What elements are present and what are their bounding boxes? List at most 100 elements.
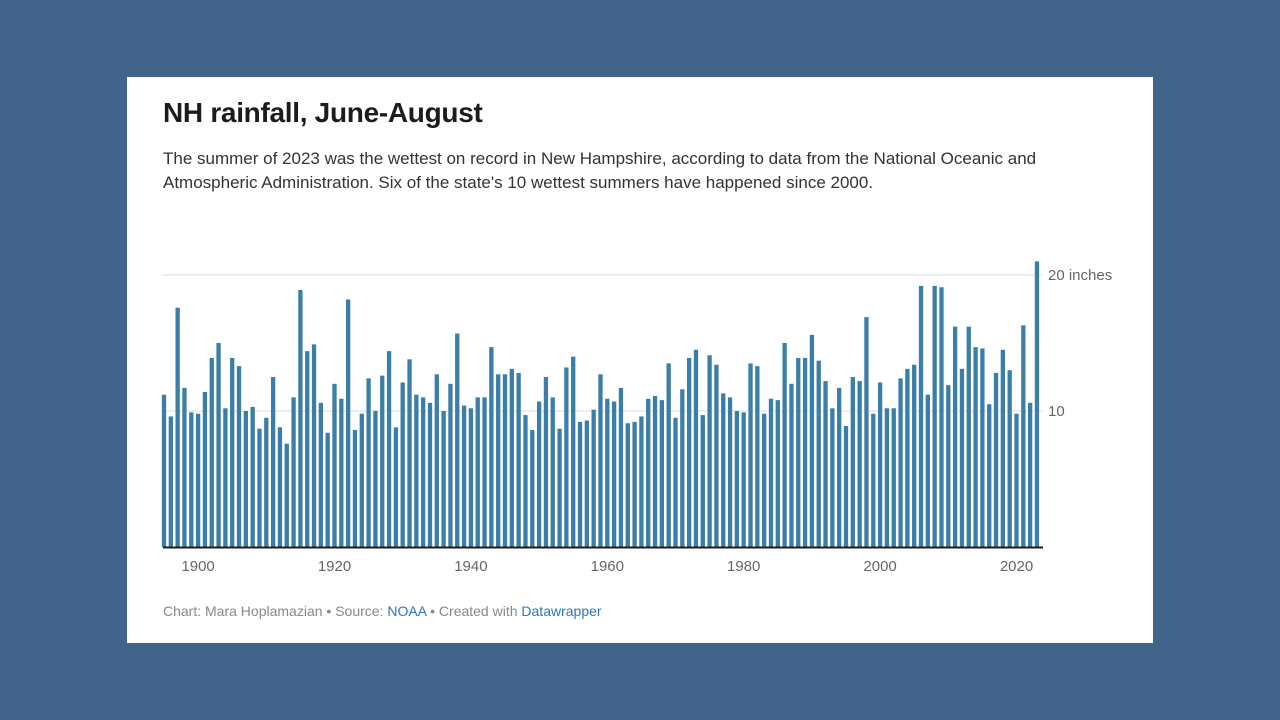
bar-1931[interactable] [407,359,412,547]
bar-2001[interactable] [884,408,890,547]
bar-1907[interactable] [243,411,248,547]
bar-2013[interactable] [966,326,971,547]
bar-1999[interactable] [871,413,876,547]
bar-1943[interactable] [489,347,494,547]
bar-2000[interactable] [877,382,883,547]
bar-1944[interactable] [496,374,501,547]
bar-1961[interactable] [611,401,617,547]
bar-1982[interactable] [755,366,760,547]
bar-1930[interactable] [400,382,405,547]
bar-1912[interactable] [277,427,283,547]
bar-1902[interactable] [209,357,214,547]
bar-1947[interactable] [516,372,521,547]
bar-1923[interactable] [352,430,358,547]
bar-1936[interactable] [441,411,446,547]
bar-1995[interactable] [843,425,849,547]
source-link[interactable]: NOAA [387,603,427,619]
bar-2016[interactable] [987,404,992,547]
bar-1975[interactable] [707,355,712,547]
bar-1933[interactable] [421,397,426,547]
bar-1905[interactable] [230,357,235,547]
bar-1980[interactable] [741,412,746,547]
bar-1935[interactable] [434,374,439,547]
bar-1946[interactable] [509,368,514,547]
bar-1903[interactable] [216,343,221,547]
bar-1928[interactable] [386,351,392,547]
bar-1970[interactable] [673,417,678,547]
bar-1971[interactable] [680,389,685,547]
bar-1913[interactable] [284,443,289,547]
bar-1949[interactable] [530,430,535,547]
bar-1953[interactable] [557,428,562,547]
bar-1906[interactable] [236,366,242,547]
bar-1915[interactable] [298,289,303,547]
bar-1921[interactable] [339,398,344,547]
bar-2012[interactable] [959,368,965,547]
bar-1910[interactable] [264,417,269,547]
bar-1934[interactable] [427,402,433,547]
bar-1981[interactable] [748,363,753,547]
bar-1994[interactable] [837,387,842,547]
bar-1922[interactable] [345,299,351,547]
bar-1992[interactable] [823,381,828,547]
bar-1996[interactable] [850,377,855,547]
bar-1939[interactable] [461,405,467,547]
bar-1985[interactable] [775,400,780,547]
bar-1911[interactable] [270,377,276,547]
bar-1899[interactable] [189,412,194,547]
bar-1991[interactable] [816,360,821,547]
bar-1973[interactable] [693,349,699,547]
bar-1895[interactable] [161,394,167,547]
bar-1918[interactable] [318,402,324,547]
datawrapper-link[interactable]: Datawrapper [521,603,602,619]
bar-1952[interactable] [550,397,555,547]
bar-1979[interactable] [734,411,740,547]
bar-1965[interactable] [639,416,644,547]
bar-1917[interactable] [311,344,317,547]
bar-2004[interactable] [905,368,910,547]
bar-1924[interactable] [359,413,364,547]
bar-1974[interactable] [700,415,705,547]
bar-2008[interactable] [932,285,937,547]
bar-2015[interactable] [980,348,985,547]
bar-1984[interactable] [768,398,774,547]
bar-2014[interactable] [973,347,978,547]
bar-1983[interactable] [762,413,767,547]
bar-1948[interactable] [523,415,528,547]
bar-1919[interactable] [325,432,330,547]
bar-1916[interactable] [305,351,310,547]
bar-2003[interactable] [898,378,903,547]
bar-1898[interactable] [182,387,187,547]
bar-1978[interactable] [727,397,733,547]
bar-1897[interactable] [175,307,180,547]
bar-1959[interactable] [598,374,603,547]
bar-1968[interactable] [659,400,665,547]
bar-1958[interactable] [591,409,596,547]
bar-1977[interactable] [721,393,726,547]
bar-1963[interactable] [625,423,630,547]
bar-1989[interactable] [802,357,808,547]
bar-1909[interactable] [257,428,262,547]
bar-1969[interactable] [666,363,671,547]
bar-1997[interactable] [857,381,862,547]
bar-1993[interactable] [830,408,835,547]
bar-1986[interactable] [782,343,787,547]
bar-1964[interactable] [632,421,637,547]
bar-1908[interactable] [250,406,255,547]
bar-1938[interactable] [455,333,460,547]
bar-1937[interactable] [448,383,453,547]
bar-2002[interactable] [891,408,896,547]
bar-1966[interactable] [646,398,651,547]
bar-2005[interactable] [912,364,917,547]
bar-2017[interactable] [993,372,999,547]
bar-1896[interactable] [168,416,173,547]
bar-1957[interactable] [584,420,589,547]
bar-1941[interactable] [475,397,480,547]
bar-1951[interactable] [543,377,549,547]
bar-1901[interactable] [202,391,208,547]
bar-1920[interactable] [332,383,337,547]
bar-2009[interactable] [939,287,944,547]
bar-1932[interactable] [414,394,419,547]
bar-1967[interactable] [652,396,658,547]
bar-1998[interactable] [864,317,869,547]
